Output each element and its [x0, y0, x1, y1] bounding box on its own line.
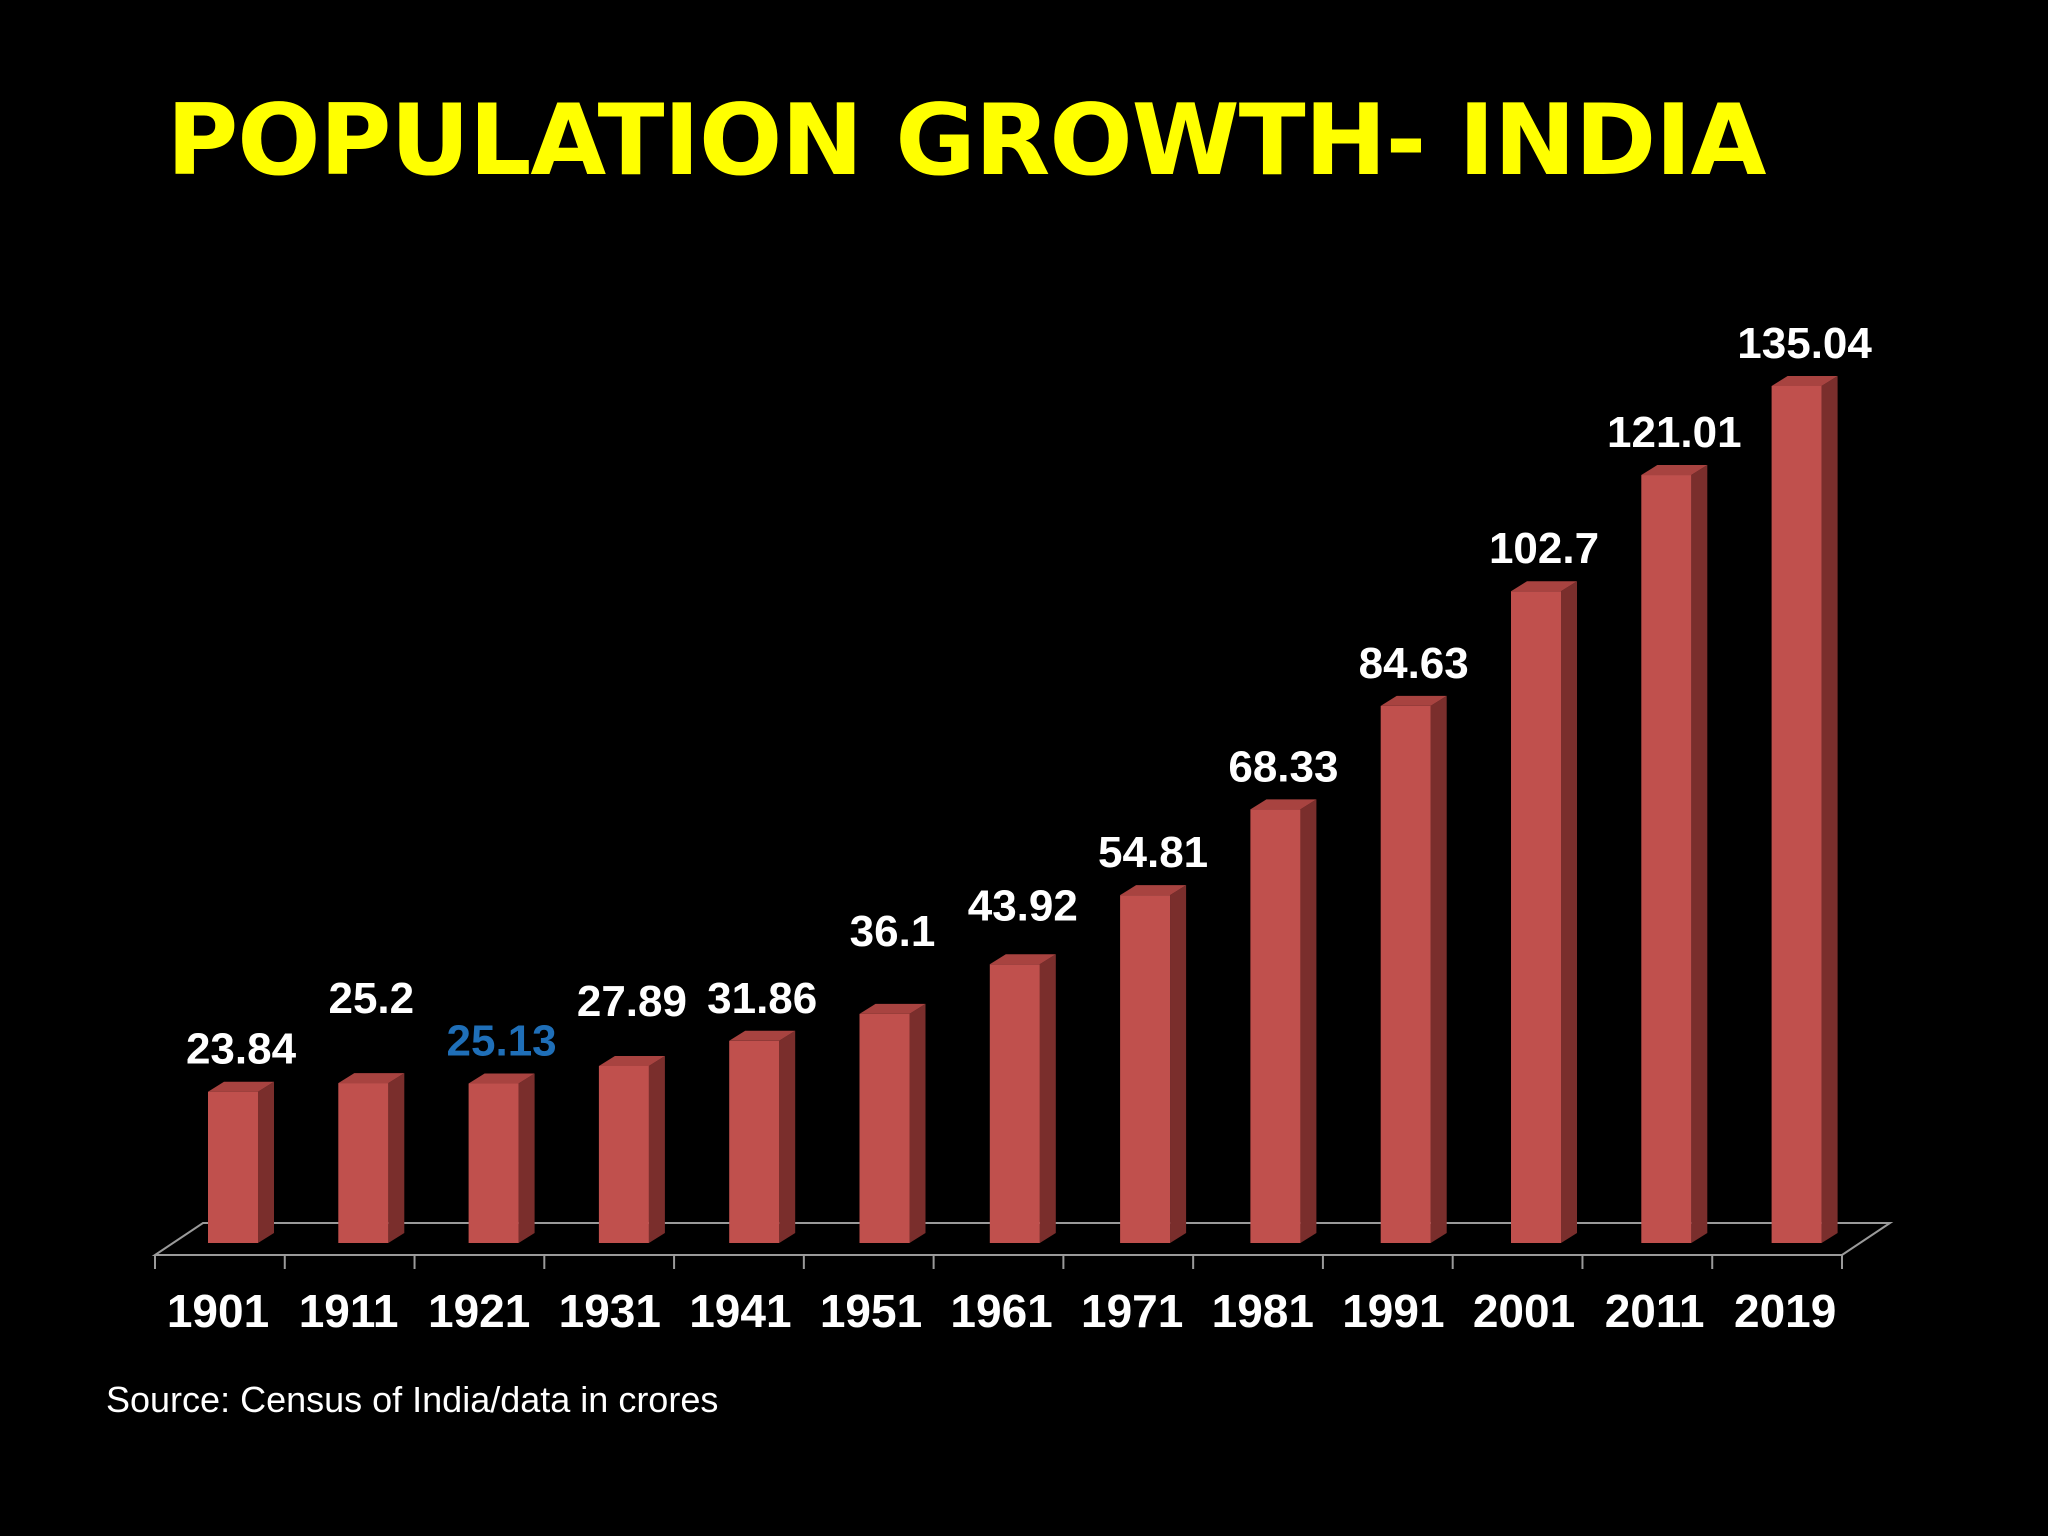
x-tick-label-1931: 1931 — [559, 1285, 661, 1337]
bar-front-face — [1250, 809, 1301, 1243]
bar-side-face — [1691, 465, 1708, 1243]
data-label-1981: 68.33 — [1228, 742, 1338, 791]
x-tick-label-1911: 1911 — [299, 1285, 399, 1337]
bar-front-face — [1641, 475, 1692, 1243]
bar-1911 — [338, 1073, 405, 1243]
bar-side-face — [258, 1081, 274, 1243]
bar-top-face — [1641, 465, 1708, 476]
bar-side-face — [1430, 695, 1447, 1243]
bar-front-face — [1771, 386, 1822, 1243]
bar-1961 — [989, 954, 1056, 1243]
x-tick-label-2011: 2011 — [1605, 1285, 1705, 1337]
bar-front-face — [598, 1066, 649, 1243]
bar-top-face — [338, 1073, 405, 1084]
bar-2011 — [1641, 465, 1708, 1243]
bar-top-face — [1120, 885, 1187, 896]
bar-2019 — [1771, 376, 1838, 1243]
bar-top-face — [598, 1056, 665, 1067]
bar-1951 — [859, 1003, 926, 1243]
bar-side-face — [1300, 799, 1317, 1243]
data-label-1961: 43.92 — [968, 881, 1078, 930]
bar-front-face — [468, 1083, 519, 1243]
bar-side-face — [1561, 581, 1577, 1243]
bar-1991 — [1380, 695, 1447, 1243]
x-tick-label-1961: 1961 — [950, 1285, 1052, 1337]
bar-front-face — [1511, 591, 1561, 1243]
data-label-1901: 23.84 — [186, 1025, 297, 1074]
x-tick-label-1901: 1901 — [167, 1285, 269, 1337]
data-label-1911: 25.2 — [328, 974, 414, 1023]
data-label-1941: 31.86 — [707, 974, 817, 1023]
x-tick-label-1981: 1981 — [1212, 1285, 1314, 1337]
x-tick-label-1991: 1991 — [1342, 1285, 1444, 1337]
data-label-2011: 121.01 — [1607, 408, 1742, 457]
data-label-1951: 36.1 — [850, 907, 936, 956]
bar-top-face — [1511, 581, 1577, 592]
bar-top-face — [208, 1081, 274, 1092]
data-label-2001: 102.7 — [1489, 524, 1599, 573]
bar-front-face — [729, 1040, 780, 1243]
data-label-1971: 54.81 — [1098, 828, 1208, 877]
bar-side-face — [388, 1073, 405, 1243]
x-tick-label-2001: 2001 — [1473, 1285, 1575, 1337]
chart-bars — [208, 376, 1838, 1243]
bar-front-face — [208, 1091, 258, 1243]
bar-top-face — [729, 1030, 796, 1041]
bar-side-face — [518, 1073, 535, 1243]
bar-top-face — [1380, 695, 1447, 706]
chart-category-labels: 1901 1911 1921 1931 1941 1951 1961 1971 1981 1991… — [167, 1285, 1837, 1337]
chart-floor — [151, 1222, 1894, 1269]
bar-1921 — [468, 1073, 535, 1243]
bar-top-face — [859, 1003, 926, 1014]
data-label-1931: 27.89 — [577, 977, 687, 1026]
bar-front-face — [1120, 895, 1171, 1243]
bar-side-face — [1821, 376, 1838, 1243]
x-tick-label-1971: 1971 — [1081, 1285, 1183, 1337]
data-label-2019: 135.04 — [1737, 319, 1872, 368]
bar-side-face — [779, 1030, 796, 1243]
bar-1971 — [1120, 885, 1187, 1243]
bar-top-face — [468, 1073, 535, 1084]
bar-1931 — [598, 1056, 665, 1243]
bar-side-face — [909, 1003, 926, 1243]
bar-front-face — [989, 964, 1040, 1243]
bar-front-face — [859, 1013, 910, 1243]
bar-top-face — [1771, 376, 1838, 386]
bar-top-face — [989, 954, 1056, 965]
bar-1981 — [1250, 799, 1317, 1243]
chart-floor-outline — [151, 1222, 1894, 1256]
chart-value-labels: 23.84 25.2 25.13 27.89 31.86 36.1 43.92 54.81 68… — [186, 319, 1872, 1074]
slide-title: POPULATION GROWTH- INDIA — [166, 84, 1766, 198]
bar-front-face — [338, 1083, 389, 1243]
data-label-1991: 84.63 — [1359, 639, 1469, 688]
data-label-1921: 25.13 — [447, 1017, 557, 1066]
source-note: Source: Census of India/data in crores — [106, 1379, 719, 1420]
x-tick-label-2019: 2019 — [1734, 1285, 1836, 1337]
bar-front-face — [1380, 705, 1431, 1243]
bar-1941 — [729, 1030, 796, 1243]
bar-side-face — [648, 1056, 665, 1243]
bar-side-face — [1170, 885, 1187, 1243]
x-tick-label-1921: 1921 — [428, 1285, 530, 1337]
x-tick-label-1941: 1941 — [689, 1285, 791, 1337]
x-tick-label-1951: 1951 — [820, 1285, 922, 1337]
bar-2001 — [1511, 581, 1577, 1243]
bar-1901 — [208, 1081, 274, 1243]
bar-side-face — [1039, 954, 1056, 1243]
bar-top-face — [1250, 799, 1317, 810]
